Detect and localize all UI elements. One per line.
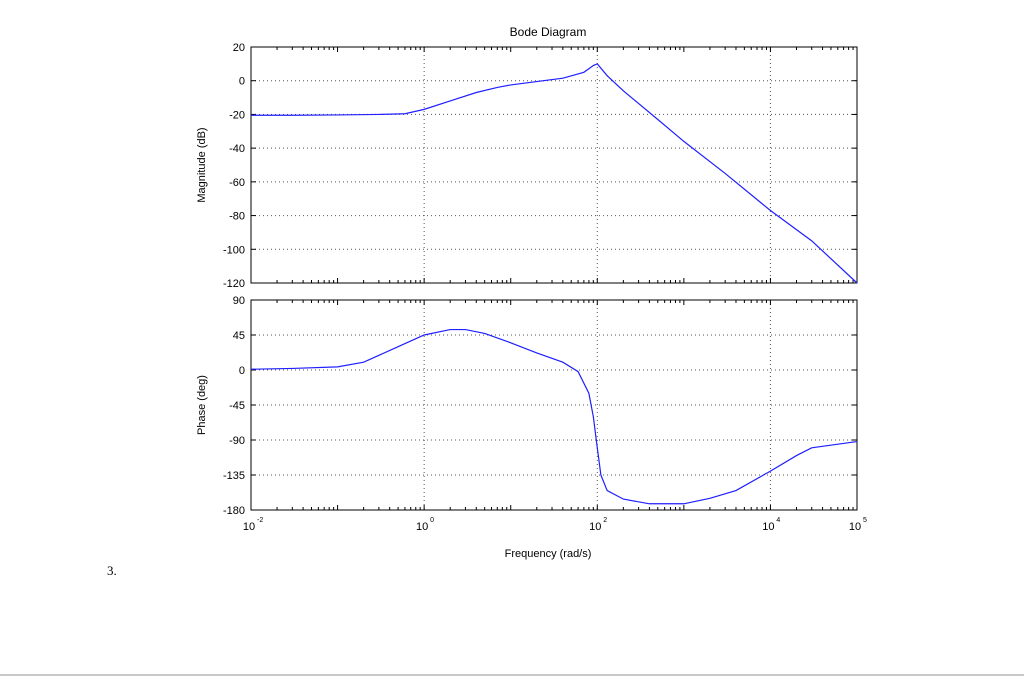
- y-tick-label: 0: [239, 365, 245, 377]
- frequency-xlabel: Frequency (rad/s): [505, 548, 592, 560]
- y-tick-label: -100: [223, 244, 245, 256]
- x-tick-label: 10: [849, 521, 861, 533]
- x-tick-exponent: 2: [603, 517, 607, 524]
- magnitude-plot: 20 0 -20 -40 -60 -80 -100 -120 Magnitude (dB): [196, 42, 858, 290]
- chart-title: Bode Diagram: [510, 25, 587, 39]
- y-tick-label: -20: [229, 109, 245, 121]
- magnitude-series-line: [251, 63, 858, 284]
- y-tick-label: 90: [233, 295, 245, 307]
- x-tick-label: 10: [762, 521, 774, 533]
- y-tick-label: -120: [223, 278, 245, 290]
- x-tick-exponent: -2: [257, 517, 263, 524]
- phase-series-line: [250, 328, 858, 505]
- y-tick-label: -90: [229, 435, 245, 447]
- phase-axes-box: [250, 299, 858, 511]
- item-number: 3.: [107, 563, 117, 578]
- y-tick-label: -40: [229, 143, 245, 155]
- y-tick-label: -80: [229, 211, 245, 223]
- magnitude-y-ticks: 20 0 -20 -40 -60 -80 -100 -120: [223, 42, 857, 290]
- phase-grid: [251, 300, 857, 510]
- y-tick-label: -45: [229, 400, 245, 412]
- x-tick-label: 10: [243, 521, 255, 533]
- y-tick-label: -180: [223, 505, 245, 517]
- y-tick-label: -135: [223, 470, 245, 482]
- y-tick-label: 20: [233, 42, 245, 54]
- x-tick-exponent: 4: [776, 517, 780, 524]
- phase-y-ticks: 90 45 0 -45 -90 -135 -180: [223, 295, 857, 517]
- x-tick-label: 10: [416, 521, 428, 533]
- y-tick-label: -60: [229, 177, 245, 189]
- y-tick-label: 45: [233, 330, 245, 342]
- page-bottom-rule: [0, 674, 1024, 676]
- x-tick-exponent: 5: [863, 517, 867, 524]
- y-tick-label: 0: [239, 76, 245, 88]
- phase-ylabel: Phase (deg): [196, 375, 208, 435]
- magnitude-axes-box: [250, 46, 858, 284]
- magnitude-ylabel: Magnitude (dB): [196, 127, 208, 202]
- x-tick-label: 10: [589, 521, 601, 533]
- x-tick-exponent: 0: [430, 517, 434, 524]
